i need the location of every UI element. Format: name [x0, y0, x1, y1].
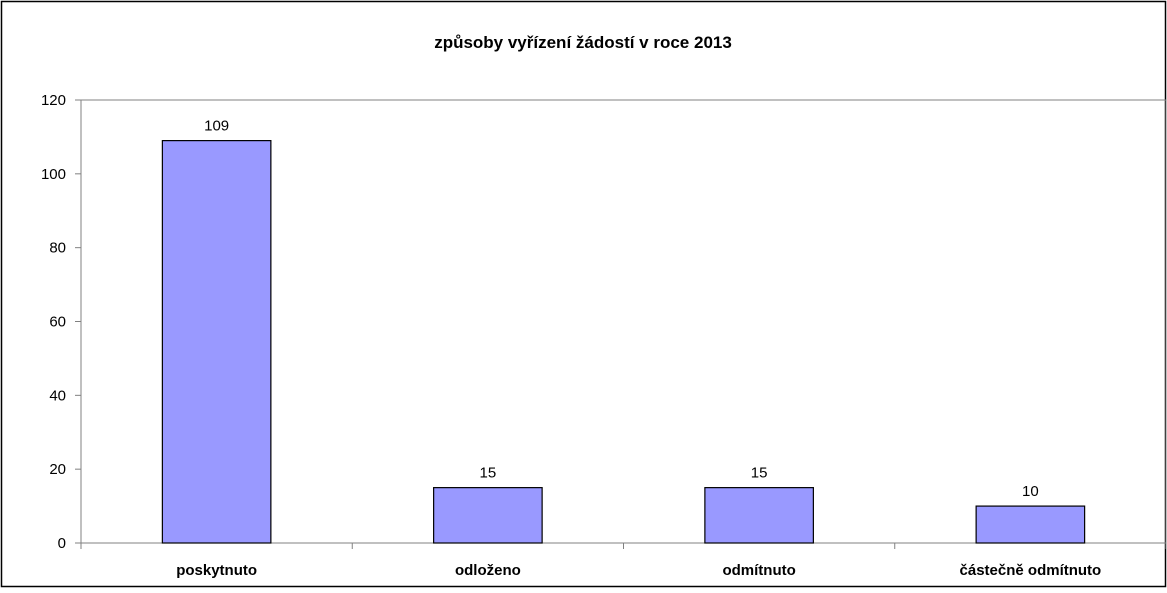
x-tick-label: odloženo [455, 562, 521, 579]
plot-area: 0 20 40 60 80 100 120 109 poskytnuto 15 odloženo 15… [41, 92, 1167, 579]
data-label: 10 [1022, 483, 1039, 500]
data-label: 15 [480, 465, 497, 482]
bar [433, 487, 543, 544]
y-tick-label: 120 [41, 92, 66, 109]
x-tick-label: odmítnuto [722, 562, 795, 579]
y-tick-label: 20 [49, 461, 66, 478]
data-label: 109 [204, 118, 229, 135]
y-tick-label: 60 [49, 314, 66, 331]
y-tick-label: 40 [49, 387, 66, 404]
chart-title: způsoby vyřízení žádostí v roce 2013 [434, 33, 732, 52]
y-tick-label: 80 [49, 240, 66, 257]
data-label: 15 [751, 465, 768, 482]
bar [161, 140, 272, 544]
bar [975, 505, 1086, 544]
y-tick-label: 0 [58, 535, 66, 552]
bar [704, 487, 814, 544]
y-tick-label: 100 [41, 166, 66, 183]
x-tick-label: částečně odmítnuto [960, 562, 1102, 579]
x-tick-label: poskytnuto [176, 562, 257, 579]
